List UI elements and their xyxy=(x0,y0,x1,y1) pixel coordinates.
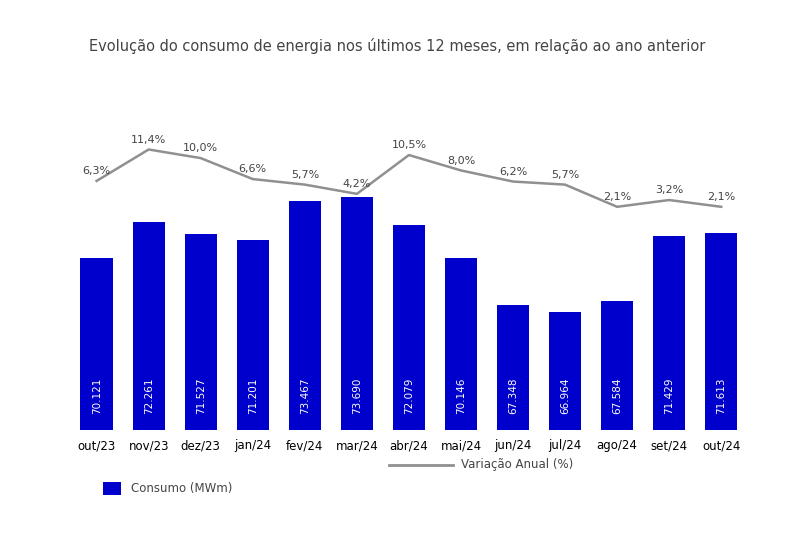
Text: 10,5%: 10,5% xyxy=(391,140,426,150)
Text: 2,1%: 2,1% xyxy=(707,192,735,202)
Text: 10,0%: 10,0% xyxy=(183,143,218,153)
Text: 2,1%: 2,1% xyxy=(603,192,631,202)
Text: 73.467: 73.467 xyxy=(300,378,310,415)
Text: 72.079: 72.079 xyxy=(404,378,414,415)
Text: 6,3%: 6,3% xyxy=(83,166,110,176)
Bar xyxy=(237,240,269,430)
Text: 6,2%: 6,2% xyxy=(499,166,527,177)
Text: 66.964: 66.964 xyxy=(560,378,570,415)
Bar xyxy=(497,305,529,430)
Text: Variação Anual (%): Variação Anual (%) xyxy=(461,458,572,471)
Text: 72.261: 72.261 xyxy=(144,378,154,415)
Bar xyxy=(393,225,425,430)
Text: 70.121: 70.121 xyxy=(91,378,102,415)
Text: 71.429: 71.429 xyxy=(664,378,674,415)
Bar xyxy=(80,258,113,430)
Bar xyxy=(289,201,321,430)
Text: 67.348: 67.348 xyxy=(508,378,518,415)
Text: 5,7%: 5,7% xyxy=(291,170,319,180)
Bar xyxy=(653,236,685,430)
Text: 5,7%: 5,7% xyxy=(551,170,579,180)
Text: 71.613: 71.613 xyxy=(716,378,727,415)
Text: 71.201: 71.201 xyxy=(248,378,258,415)
Bar xyxy=(133,222,165,430)
Text: 8,0%: 8,0% xyxy=(447,156,475,165)
Bar xyxy=(549,311,581,430)
Text: 3,2%: 3,2% xyxy=(655,185,684,195)
Text: Evolução do consumo de energia nos últimos 12 meses, em relação ao ano anterior: Evolução do consumo de energia nos últim… xyxy=(89,38,705,54)
Bar xyxy=(184,234,217,430)
Text: 67.584: 67.584 xyxy=(612,378,622,415)
Bar xyxy=(705,233,738,430)
Bar xyxy=(601,301,634,430)
Bar xyxy=(341,198,373,430)
Text: 73.690: 73.690 xyxy=(352,378,362,415)
Text: 4,2%: 4,2% xyxy=(343,179,371,189)
Text: 71.527: 71.527 xyxy=(195,378,206,415)
Text: 11,4%: 11,4% xyxy=(131,135,166,144)
Bar xyxy=(445,258,477,430)
Text: 6,6%: 6,6% xyxy=(239,164,267,174)
Text: 70.146: 70.146 xyxy=(456,378,466,415)
Text: Consumo (MWm): Consumo (MWm) xyxy=(131,482,233,495)
